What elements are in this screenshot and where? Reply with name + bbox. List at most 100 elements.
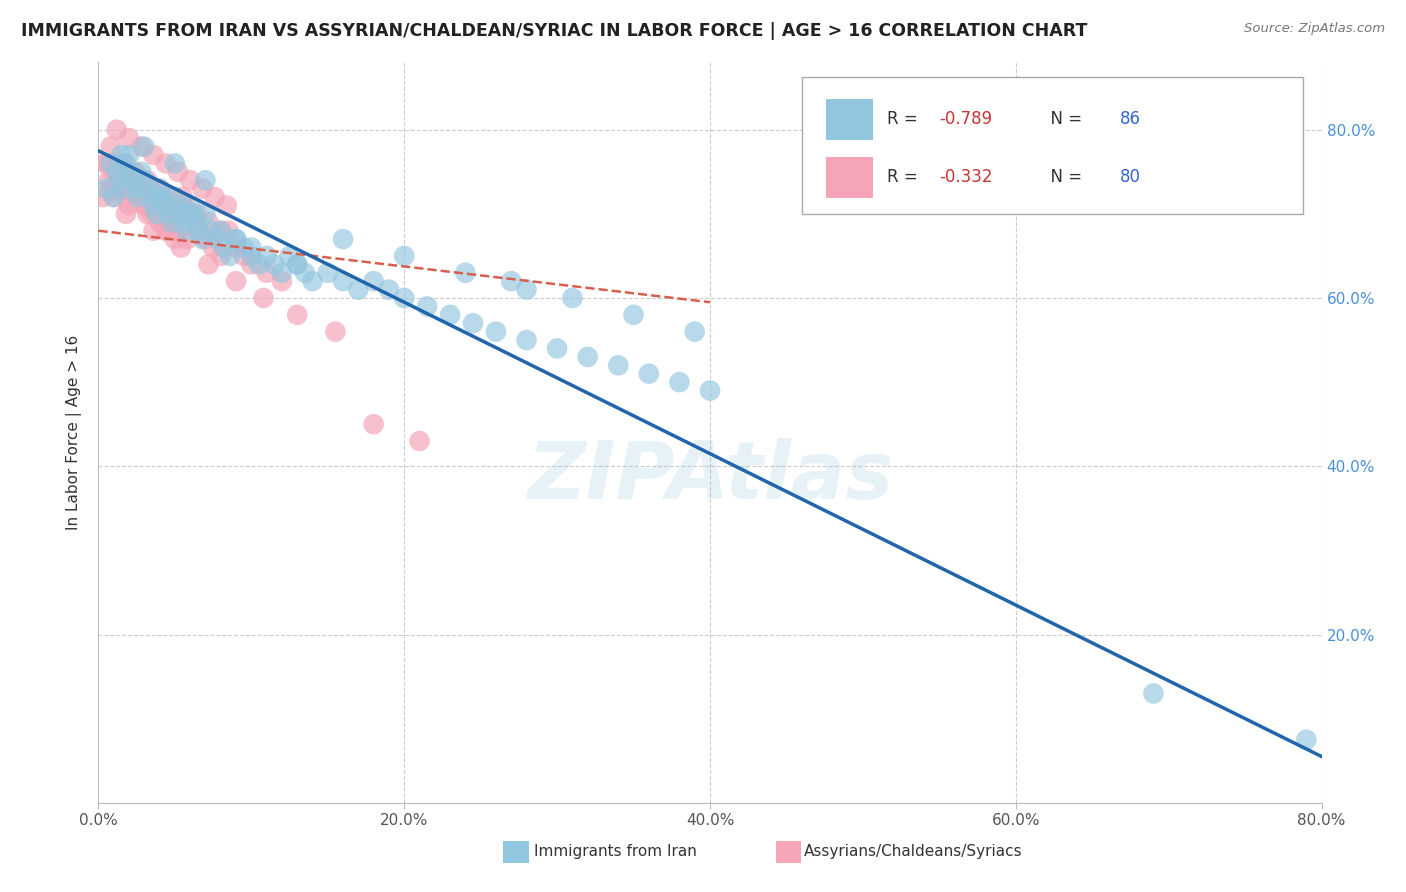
- Point: [157, 198, 180, 212]
- Point: [129, 165, 152, 179]
- Point: [136, 181, 159, 195]
- Point: [94, 156, 117, 170]
- Point: [263, 257, 285, 271]
- Point: [167, 165, 190, 179]
- Point: [167, 224, 190, 238]
- Point: [100, 139, 122, 153]
- Point: [200, 224, 222, 238]
- Point: [188, 224, 211, 238]
- Point: [105, 165, 128, 179]
- Point: [416, 300, 439, 314]
- Point: [105, 165, 128, 179]
- Point: [179, 207, 201, 221]
- Point: [111, 156, 134, 170]
- Point: [316, 266, 339, 280]
- Point: [194, 173, 217, 187]
- Point: [240, 257, 263, 271]
- Point: [240, 240, 263, 255]
- Point: [194, 207, 217, 221]
- Text: -0.789: -0.789: [939, 111, 991, 128]
- Point: [111, 181, 134, 195]
- Point: [149, 181, 172, 195]
- Point: [103, 165, 125, 179]
- FancyBboxPatch shape: [801, 78, 1303, 214]
- Point: [561, 291, 583, 305]
- Text: 80: 80: [1119, 169, 1140, 186]
- Point: [454, 266, 477, 280]
- Point: [111, 181, 134, 195]
- Point: [121, 165, 143, 179]
- Point: [209, 249, 232, 263]
- Point: [301, 274, 323, 288]
- Point: [516, 283, 538, 297]
- Point: [157, 207, 180, 221]
- Point: [461, 316, 484, 330]
- Point: [110, 173, 132, 187]
- Point: [179, 198, 201, 212]
- Point: [160, 215, 183, 229]
- Point: [118, 198, 141, 212]
- Point: [100, 156, 122, 170]
- Point: [98, 173, 121, 187]
- Point: [160, 190, 183, 204]
- Point: [176, 232, 198, 246]
- Point: [240, 249, 263, 263]
- Point: [145, 198, 167, 212]
- Point: [129, 190, 152, 204]
- Point: [167, 198, 190, 212]
- Point: [225, 232, 247, 246]
- Point: [197, 257, 219, 271]
- Point: [219, 249, 242, 263]
- Point: [173, 215, 195, 229]
- Point: [163, 156, 186, 170]
- Text: R =: R =: [887, 111, 924, 128]
- Point: [363, 417, 385, 432]
- Point: [516, 333, 538, 347]
- Point: [623, 308, 645, 322]
- Point: [215, 198, 238, 212]
- Point: [209, 224, 232, 238]
- Point: [392, 249, 416, 263]
- Point: [115, 156, 138, 170]
- Point: [142, 224, 165, 238]
- Point: [163, 215, 186, 229]
- Point: [179, 173, 201, 187]
- Point: [121, 173, 143, 187]
- Y-axis label: In Labor Force | Age > 16: In Labor Force | Age > 16: [66, 335, 83, 530]
- Point: [127, 190, 149, 204]
- Point: [607, 359, 630, 373]
- Point: [163, 232, 186, 246]
- Point: [285, 257, 308, 271]
- Point: [125, 190, 148, 204]
- Point: [124, 181, 146, 195]
- Point: [139, 190, 162, 204]
- Point: [156, 224, 179, 238]
- Point: [108, 173, 131, 187]
- Point: [103, 190, 125, 204]
- Point: [225, 274, 247, 288]
- Point: [129, 139, 152, 153]
- Point: [197, 215, 219, 229]
- Point: [1142, 686, 1164, 700]
- Point: [232, 249, 254, 263]
- Point: [152, 215, 174, 229]
- Point: [134, 198, 156, 212]
- Point: [134, 139, 156, 153]
- Point: [285, 308, 308, 322]
- Point: [683, 325, 706, 339]
- Point: [118, 148, 141, 162]
- Point: [170, 207, 193, 221]
- Point: [115, 207, 138, 221]
- Point: [256, 249, 278, 263]
- Point: [172, 190, 194, 204]
- Point: [270, 274, 292, 288]
- Point: [173, 198, 195, 212]
- Point: [163, 190, 186, 204]
- Point: [149, 190, 172, 204]
- Point: [252, 291, 274, 305]
- Text: Source: ZipAtlas.com: Source: ZipAtlas.com: [1244, 22, 1385, 36]
- Point: [181, 207, 204, 221]
- Point: [179, 207, 201, 221]
- Point: [94, 156, 117, 170]
- Point: [155, 156, 177, 170]
